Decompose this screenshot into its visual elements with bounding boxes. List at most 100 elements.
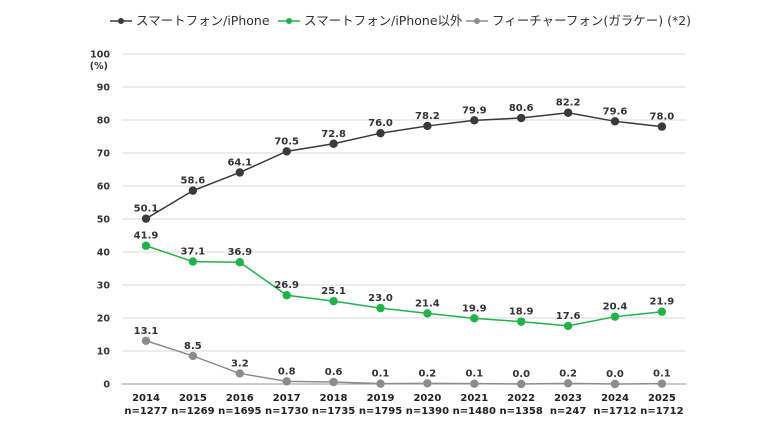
legend-entry-iphone: スマートフォン/iPhone	[110, 13, 270, 28]
data-point	[657, 307, 667, 316]
y-axis-unit: (%)	[90, 61, 108, 72]
data-label: 23.0	[368, 293, 393, 304]
data-point	[563, 321, 573, 331]
data-label: 41.9	[134, 231, 159, 242]
data-point	[141, 241, 151, 250]
data-label: 8.5	[184, 341, 202, 352]
y-tick-label: 70	[97, 149, 111, 160]
y-tick-label: 50	[97, 215, 111, 226]
data-point	[329, 296, 338, 306]
data-label: 0.6	[325, 367, 343, 378]
x-tick-label: 2014	[132, 393, 160, 404]
data-point	[329, 139, 338, 148]
data-point	[188, 186, 198, 195]
sample-size-label: n=1480	[453, 406, 496, 417]
x-tick-label: 2019	[367, 393, 395, 404]
series-line	[145, 340, 662, 385]
y-tick-label: 90	[97, 83, 111, 94]
y-tick-label: 60	[97, 182, 111, 193]
data-point	[282, 291, 291, 300]
data-label: 0.2	[559, 368, 577, 379]
y-tick-label: 40	[97, 248, 111, 259]
data-label: 25.1	[321, 286, 346, 297]
data-label: 79.9	[462, 105, 487, 116]
data-point	[517, 317, 526, 326]
data-point	[610, 379, 620, 389]
data-point	[329, 377, 338, 387]
sample-size-label: n=1735	[312, 406, 355, 417]
series-2: 13.1 8.5 3.2 0.8 0.6 0.1 0.2 0.1 0.0 0.2 0.0 0.1	[134, 326, 671, 389]
data-label: 21.9	[650, 297, 675, 308]
x-tick-label: 2016	[226, 393, 254, 404]
data-label: 64.1	[227, 157, 252, 168]
data-label: 20.4	[603, 302, 628, 313]
sample-size-label: n=247	[550, 406, 586, 417]
y-tick-label: 20	[97, 314, 111, 325]
data-label: 26.9	[274, 280, 299, 291]
data-label: 78.0	[650, 112, 675, 123]
data-label: 0.1	[372, 369, 390, 380]
series-0: 50.1 58.6 64.1 70.5 72.8 76.0 78.2 79.9 80.6 82.2…	[134, 98, 675, 223]
data-point	[470, 116, 479, 125]
data-point	[517, 113, 526, 123]
data-point	[141, 214, 151, 223]
x-tick-label: 2025	[648, 393, 676, 404]
data-label: 19.9	[462, 303, 487, 314]
data-point	[657, 379, 667, 388]
data-label: 3.2	[231, 358, 249, 369]
data-label: 0.1	[653, 369, 671, 380]
data-point	[610, 117, 620, 126]
data-point	[470, 379, 479, 388]
data-point	[235, 168, 244, 177]
data-point	[563, 108, 573, 117]
x-tick-label: 2015	[179, 393, 207, 404]
legend: スマートフォン/iPhone スマートフォン/iPhone以外 フィーチャーフォ…	[110, 13, 691, 28]
data-point	[423, 309, 432, 318]
data-label: 76.0	[368, 118, 393, 129]
sample-size-label: n=1712	[640, 406, 683, 417]
sample-size-label: n=1277	[124, 406, 167, 417]
sample-size-label: n=1730	[265, 406, 308, 417]
data-point	[141, 336, 151, 345]
data-point	[188, 351, 198, 361]
data-label: 82.2	[556, 98, 581, 109]
grid	[122, 53, 686, 385]
sample-size-label: n=1390	[406, 406, 449, 417]
x-tick-label: 2018	[320, 393, 348, 404]
series-line	[145, 245, 662, 327]
data-label: 0.0	[606, 369, 624, 380]
x-tick-label: 2024	[601, 393, 629, 404]
data-point	[423, 121, 432, 131]
data-point	[657, 122, 667, 131]
data-label: 72.8	[321, 129, 346, 140]
legend-entry-feature-phone: フィーチャーフォン(ガラケー) (*2)	[466, 13, 691, 28]
data-label: 18.9	[509, 307, 534, 318]
data-label: 0.2	[419, 368, 437, 379]
data-point	[376, 303, 385, 313]
data-point	[282, 147, 291, 156]
data-label: 17.6	[556, 311, 581, 322]
sample-size-label: n=1795	[359, 406, 402, 417]
data-label: 13.1	[134, 326, 159, 337]
sample-size-label: n=1712	[593, 406, 636, 417]
data-label: 0.8	[278, 366, 296, 377]
data-point	[282, 377, 291, 386]
y-tick-label: 30	[97, 281, 111, 292]
sample-size-label: n=1695	[218, 406, 261, 417]
sample-size-label: n=1358	[500, 406, 543, 417]
legend-label: スマートフォン/iPhone以外	[304, 13, 463, 28]
data-point	[376, 129, 385, 138]
x-tick-label: 2021	[460, 393, 488, 404]
data-label: 0.1	[465, 369, 483, 380]
data-label: 0.0	[512, 369, 530, 380]
data-point	[470, 314, 479, 323]
series-group: 50.1 58.6 64.1 70.5 72.8 76.0 78.2 79.9 80.6 82.2…	[134, 98, 675, 389]
y-tick-label: 100	[90, 50, 110, 61]
data-point	[235, 369, 244, 378]
data-point	[423, 379, 432, 388]
data-point	[610, 312, 620, 321]
y-tick-label: 0	[103, 380, 110, 391]
data-label: 79.6	[603, 106, 628, 117]
data-point	[235, 258, 244, 267]
